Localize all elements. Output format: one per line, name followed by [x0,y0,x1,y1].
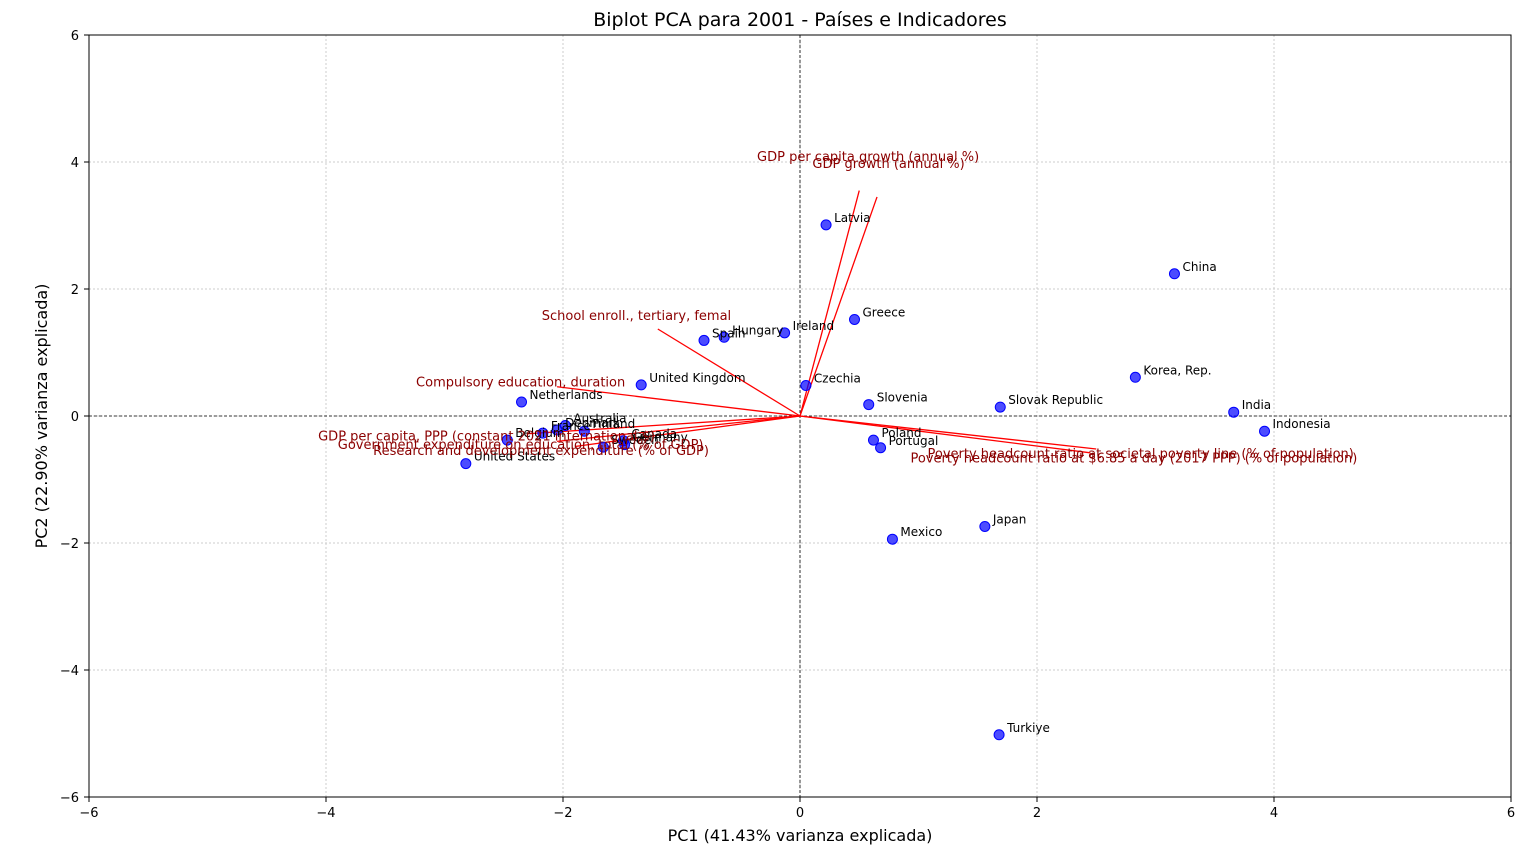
x-tick-label: 2 [1033,806,1041,821]
country-label: India [1242,398,1271,412]
country-point [1228,406,1240,418]
country-label: Mexico [900,525,942,539]
country-point [886,533,898,545]
country-label: Netherlands [530,388,603,402]
y-tick-label: −4 [60,664,79,679]
x-tick-label: 4 [1270,806,1278,821]
country-point [619,439,631,451]
country-label: United Kingdom [649,371,745,385]
country-point [537,427,549,439]
country-label: Slovak Republic [1008,393,1103,407]
country-label: Sweden [611,433,658,447]
country-label: Australia [573,412,626,426]
y-tick-label: 0 [71,410,79,425]
country-label: China [1182,260,1216,274]
country-point [979,520,991,532]
country-points [460,219,1271,741]
loading-arrow [527,415,801,435]
y-tick-label: −2 [60,537,79,552]
country-point [779,327,791,339]
country-point [718,331,730,343]
country-point [993,729,1005,741]
country-point [635,379,647,391]
y-tick-label: 4 [71,156,79,171]
country-label: France [551,419,591,433]
country-point [578,425,590,437]
x-axis-label: PC1 (41.43% varianza explicada) [668,826,933,845]
country-label: Slovenia [877,391,928,405]
country-label: Poland [881,426,921,440]
x-tick-label: 0 [796,806,804,821]
country-point [460,458,472,470]
loading-label: Government expenditure on education, tot… [338,438,704,453]
y-axis-label: PC2 (22.90% varianza explicada) [32,284,51,549]
loading-arrow [657,328,801,417]
loading-arrows [527,190,1097,454]
country-label: Belgium [515,426,564,440]
y-tick-label: 2 [71,283,79,298]
y-tick-label: 6 [71,29,79,44]
country-label: Portugal [889,434,939,448]
chart-title: Biplot PCA para 2001 - Países e Indicado… [593,9,1007,31]
country-label: Denmark [565,416,620,430]
country-point [800,380,812,392]
country-label: Germany [633,431,688,445]
country-point [698,334,710,346]
loading-label: GDP per capita growth (annual %) [757,150,979,165]
country-point [597,441,609,453]
country-label: Finland [592,417,635,431]
country-label: Turkiye [1006,721,1050,735]
loading-label: School enroll., tertiary, femal [542,309,731,324]
country-label: Greece [863,305,906,319]
loading-labels: GDP per capita growth (annual %)GDP grow… [318,150,1357,467]
loading-arrow [574,415,801,448]
country-point [994,401,1006,413]
y-tick-label: −6 [60,791,79,806]
country-label: Hungary [732,323,783,337]
country-label: Spain [712,326,746,340]
axis-ticks: −6 −4 −2 0 2 4 6 −6 −4 −2 0 2 4 6 [60,29,1515,821]
country-point [863,399,875,411]
country-label: Indonesia [1273,417,1331,431]
loading-arrow [556,386,801,417]
x-tick-label: −2 [553,806,572,821]
country-point [849,313,861,325]
loading-label: Research and development expenditure (% … [373,444,709,459]
country-point [867,434,879,446]
loading-arrow [799,190,860,417]
loading-arrow [799,196,878,417]
loading-arrow [557,415,801,443]
country-point [1259,425,1271,437]
x-tick-label: −4 [316,806,335,821]
x-tick-label: 6 [1507,806,1515,821]
country-point [551,424,563,436]
loading-arrow [799,415,1097,450]
loading-arrow [799,415,1091,454]
country-label: Czechia [814,372,861,386]
country-point [1129,371,1141,383]
country-point [501,434,513,446]
x-tick-label: −6 [79,806,98,821]
country-label: United States [474,450,555,464]
loading-label: GDP per capita, PPP (constant 2021 inter… [318,429,655,444]
country-label: Canada [631,427,677,441]
country-point [559,420,571,432]
loading-label: Poverty headcount ratio at $6.85 a day (… [910,451,1357,466]
country-label: Japan [992,512,1026,526]
country-label: Ireland [793,319,835,333]
country-point [820,219,832,231]
country-point [516,396,528,408]
country-point [1168,268,1180,280]
country-point [875,442,887,454]
country-label: Korea, Rep. [1143,363,1211,377]
country-label: Latvia [834,211,871,225]
loading-label: Poverty headcount ratio at societal pove… [928,447,1354,462]
loading-label: Compulsory education, duration [416,375,625,390]
loading-label: GDP growth (annual %) [812,157,964,172]
